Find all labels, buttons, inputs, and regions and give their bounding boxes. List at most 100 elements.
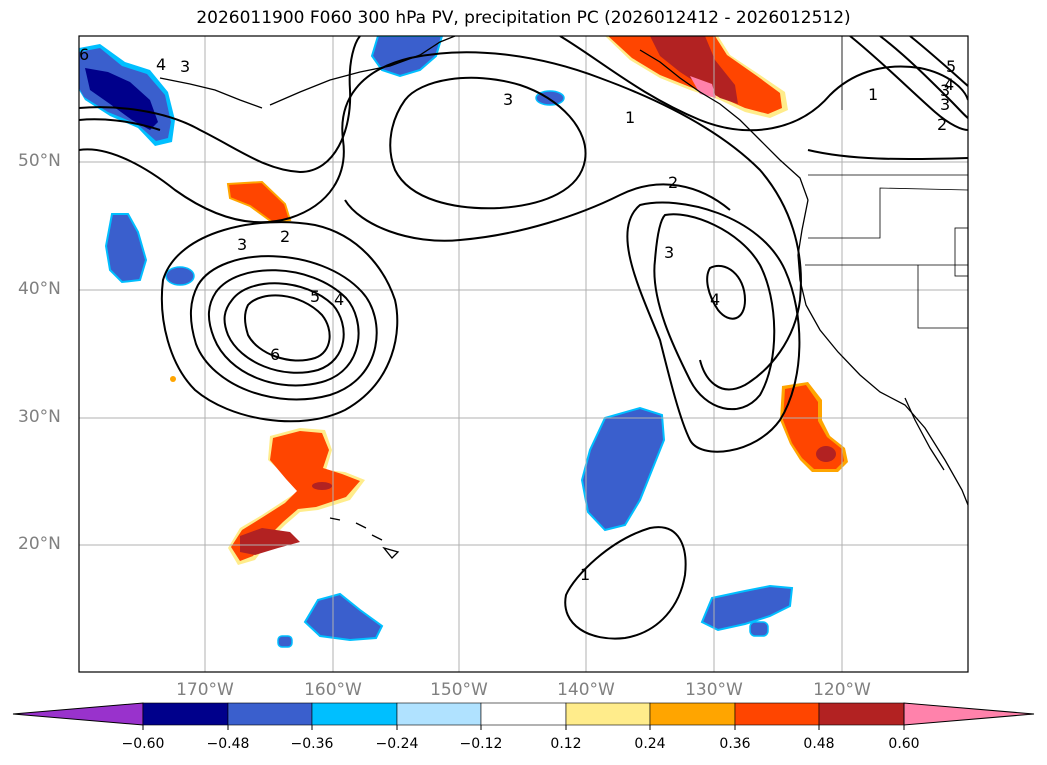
lon-label-170w: 170°W (176, 680, 234, 700)
colorbar (12, 702, 1035, 730)
colorbar-bin (227, 702, 313, 726)
contour-label: 3 (940, 95, 950, 114)
colorbar-low-extend (12, 702, 144, 726)
contour-label: 5 (310, 287, 320, 306)
contour-label: 1 (580, 565, 590, 584)
contour-1-east (559, 36, 968, 132)
contour-3-ne (879, 36, 968, 119)
colorbar-tick-label: −0.36 (290, 736, 334, 752)
colorbar-tick-label: −0.24 (375, 736, 419, 752)
contour-label: 3 (664, 243, 674, 262)
colorbar-tick-label: −0.12 (459, 736, 503, 752)
contour-label: 2 (937, 115, 947, 134)
lat-label-40n: 40°N (18, 279, 61, 299)
contour-2-east-loop (626, 201, 801, 453)
contour-label: 4 (710, 290, 720, 309)
neg-anomaly-gulf (370, 36, 444, 78)
contour-label: 4 (944, 75, 954, 94)
us-west-coast (797, 199, 968, 506)
contour-2-ne (849, 36, 968, 131)
contour-label: 3 (503, 90, 513, 109)
contour-label: 6 (79, 45, 89, 64)
lat-label-50n: 50°N (18, 151, 61, 171)
colorbar-bin (311, 702, 398, 726)
colorbar-bin (565, 702, 651, 726)
neg-anomaly-small-3 (277, 635, 293, 648)
baja-peninsula (904, 397, 945, 471)
political-borders (805, 36, 968, 329)
colorbar-tick-label: 0.60 (888, 736, 920, 752)
hawaii-islands (329, 517, 400, 559)
contour-2-sw (160, 221, 399, 423)
contour-label: 1 (625, 108, 635, 127)
lon-label-120w: 120°W (813, 680, 871, 700)
contour-label: 3 (237, 235, 247, 254)
plot-frame (78, 35, 969, 673)
pos-anomaly-dot (170, 376, 176, 382)
graticule (79, 36, 968, 672)
map-title: 2026011900 F060 300 hPa PV, precipitatio… (196, 8, 851, 28)
contour-1-main (79, 36, 361, 174)
contour-2-north (344, 183, 731, 242)
pos-anomaly-northeast-peak (690, 76, 716, 98)
contour-1-far-east (807, 149, 968, 161)
neg-anomaly-small-2 (165, 266, 195, 286)
lon-label-130w: 130°W (685, 680, 743, 700)
pos-anomaly-northeast-core (650, 36, 738, 104)
colorbar-bin (818, 702, 905, 726)
lon-label-160w: 160°W (304, 680, 362, 700)
bc-coast (639, 49, 809, 201)
colorbar-tick-label: −0.60 (121, 736, 165, 752)
contour-1-south (564, 526, 687, 640)
contour-label: 6 (270, 345, 280, 364)
pv-contours (79, 36, 968, 640)
contour-3-east (653, 213, 776, 411)
contour-2-main (79, 51, 802, 391)
contour-6 (244, 294, 331, 362)
lon-label-150w: 150°W (430, 680, 488, 700)
colorbar-bin (734, 702, 820, 726)
contour-label: 2 (668, 173, 678, 192)
contour-4-ne (909, 36, 968, 87)
colorbar-tick-label: −0.48 (206, 736, 250, 752)
contour-label: 3 (940, 81, 950, 100)
lon-label-140w: 140°W (557, 680, 615, 700)
colorbar-bin (396, 702, 482, 726)
contour-label: 5 (946, 57, 956, 76)
contour-label: 4 (156, 55, 166, 74)
contour-label: 3 (180, 57, 190, 76)
contour-1-nw (79, 118, 161, 131)
contour-label: 1 (868, 85, 878, 104)
contour-label-layer: 6 4 3 3 1 2 1 2 3 4 5 6 3 4 5 2 3 3 4 1 (79, 45, 956, 584)
colorbar-high-extend (903, 702, 1035, 726)
pos-anomaly-small-1 (226, 180, 292, 224)
contour-4 (208, 269, 360, 387)
colorbar-bin (480, 702, 567, 726)
neg-anomaly-small-4 (749, 621, 769, 637)
colorbar-bin (142, 702, 229, 726)
colorbar-bin (649, 702, 736, 726)
contour-5 (223, 282, 345, 374)
coastlines (159, 36, 968, 559)
neg-anomaly-southeast (700, 584, 794, 632)
colorbar-ticks (142, 725, 905, 730)
contour-4-east (706, 264, 747, 320)
neg-anomaly-nw-deep (85, 68, 158, 130)
colorbar-tick-label: 0.12 (550, 736, 582, 752)
alaska-coast (269, 36, 456, 106)
pos-anomaly-hawaii-core-2 (312, 482, 332, 490)
lat-label-30n: 30°N (18, 407, 61, 427)
contour-3-sw (190, 255, 378, 401)
contour-label: 4 (334, 290, 344, 309)
neg-anomaly-west-1 (104, 213, 148, 284)
pos-anomaly-baja-core (816, 446, 836, 462)
colorbar-tick-label: 0.24 (634, 736, 666, 752)
contour-label: 2 (280, 227, 290, 246)
colorbar-tick-label: 0.36 (719, 736, 751, 752)
pos-anomaly-hawaii-core (240, 528, 300, 555)
aleutians (159, 77, 263, 109)
lat-label-20n: 20°N (18, 534, 61, 554)
neg-anomaly-central (580, 406, 666, 532)
colorbar-tick-label: 0.48 (803, 736, 835, 752)
